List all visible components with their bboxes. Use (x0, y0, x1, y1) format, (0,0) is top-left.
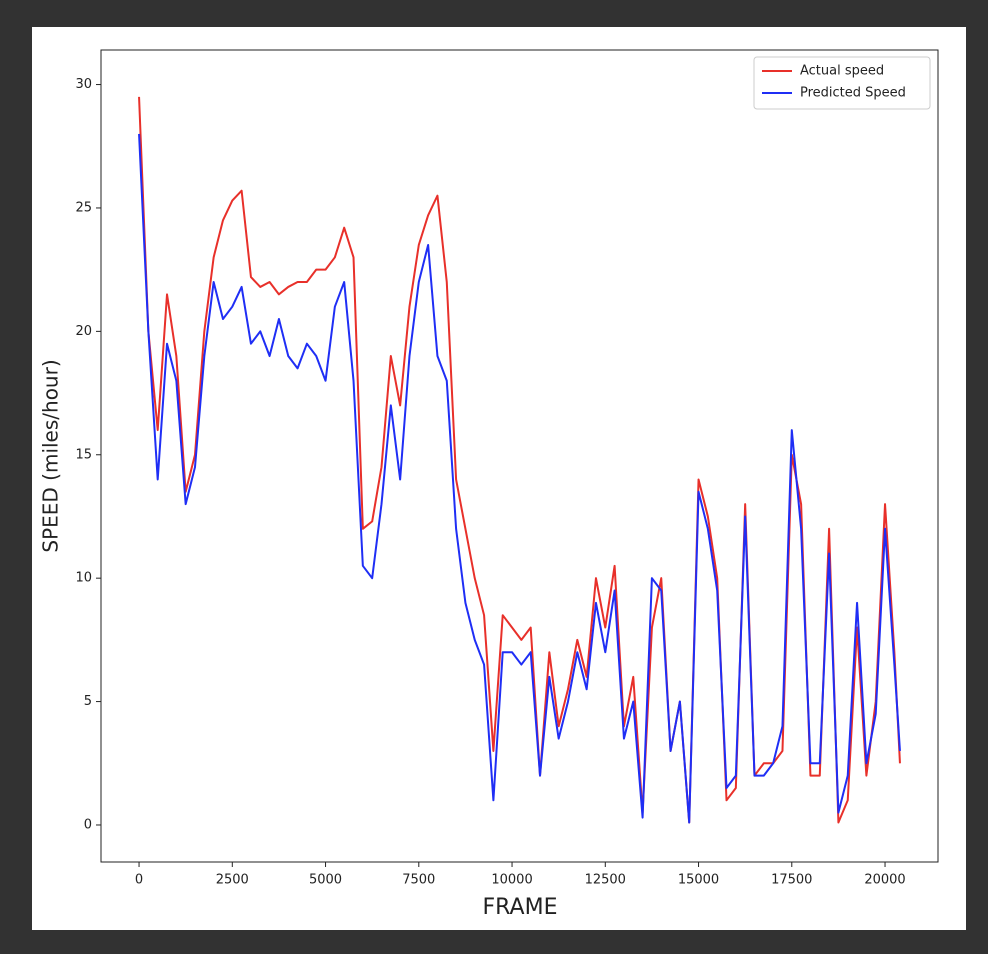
x-tick-label: 7500 (402, 873, 435, 888)
legend-box (753, 56, 931, 110)
y-tick-label: 25 (75, 200, 92, 215)
x-tick-label: 12500 (585, 873, 626, 888)
y-tick-label: 5 (84, 694, 92, 709)
x-tick-label: 17500 (771, 873, 812, 888)
y-tick-label: 15 (75, 447, 92, 462)
x-axis-label: FRAME (483, 895, 558, 920)
y-tick-label: 10 (75, 571, 92, 586)
y-tick-label: 0 (84, 817, 92, 832)
line-series (138, 133, 901, 824)
legend-label: Actual speed (800, 64, 884, 79)
y-tick-label: 20 (75, 324, 92, 339)
x-tick-label: 5000 (309, 873, 342, 888)
x-tick-label: 20000 (864, 873, 905, 888)
legend-label: Predicted Speed (800, 86, 906, 101)
x-tick-label: 10000 (491, 873, 532, 888)
figure (32, 27, 966, 930)
y-tick-label: 30 (75, 77, 92, 92)
y-axis-label: SPEED (miles/hour) (39, 359, 63, 552)
x-tick-label: 15000 (678, 873, 719, 888)
x-tick-label: 2500 (216, 873, 249, 888)
x-tick-label: 0 (135, 873, 143, 888)
axes-frame (100, 49, 939, 863)
line-series (138, 96, 901, 824)
